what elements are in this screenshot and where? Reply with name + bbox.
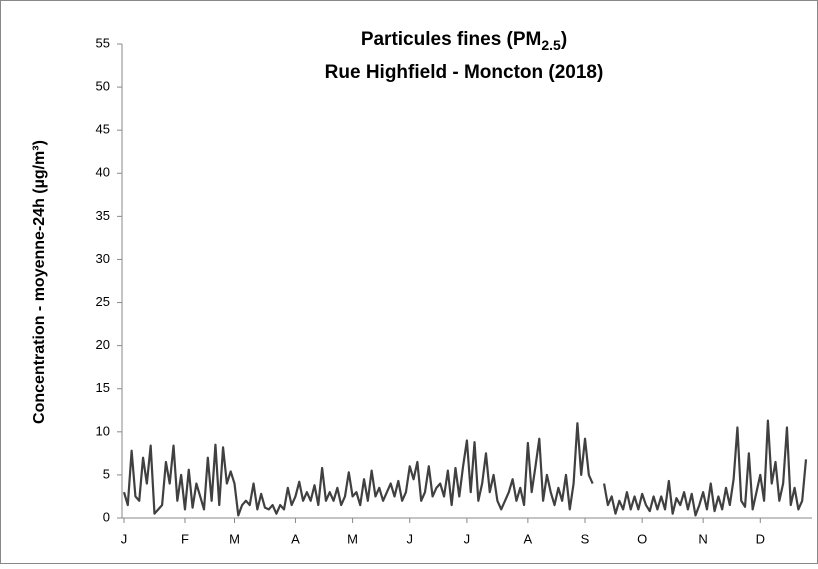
chart-subtitle: Rue Highfield - Moncton (2018)	[325, 62, 604, 83]
y-tick-label: 45	[96, 122, 110, 137]
x-tick-label: A	[291, 531, 300, 546]
title-text: Particules fines (PM	[361, 29, 542, 50]
y-tick-label: 15	[96, 380, 110, 395]
title-suffix: )	[561, 29, 567, 50]
y-tick-label: 30	[96, 251, 110, 266]
chart-title: Particules fines (PM2.5)	[361, 29, 567, 53]
y-tick-label: 5	[103, 466, 110, 481]
x-tick-label: M	[347, 531, 358, 546]
y-tick-label: 55	[96, 35, 110, 50]
y-tick-label: 50	[96, 79, 110, 94]
data-line	[122, 419, 808, 517]
y-tick-label: 0	[103, 509, 110, 524]
x-tick-label: M	[229, 531, 240, 546]
x-tick-label: F	[181, 531, 189, 546]
x-tick-label: J	[121, 531, 128, 546]
y-tick-label: 40	[96, 165, 110, 180]
y-tick-label: 10	[96, 423, 110, 438]
x-tick-label: J	[407, 531, 414, 546]
x-tick-label: N	[698, 531, 707, 546]
x-tick-label: J	[464, 531, 471, 546]
x-tick-label: D	[756, 531, 765, 546]
title-subscript: 2.5	[541, 37, 561, 53]
y-axis-label: Concentration - moyenne-24h (µg/m³)	[31, 140, 48, 424]
x-tick-label: O	[637, 531, 647, 546]
y-tick-label: 20	[96, 337, 110, 352]
x-tick-label: S	[581, 531, 590, 546]
x-tick-label: A	[524, 531, 533, 546]
y-tick-label: 25	[96, 294, 110, 309]
y-tick-label: 35	[96, 208, 110, 223]
